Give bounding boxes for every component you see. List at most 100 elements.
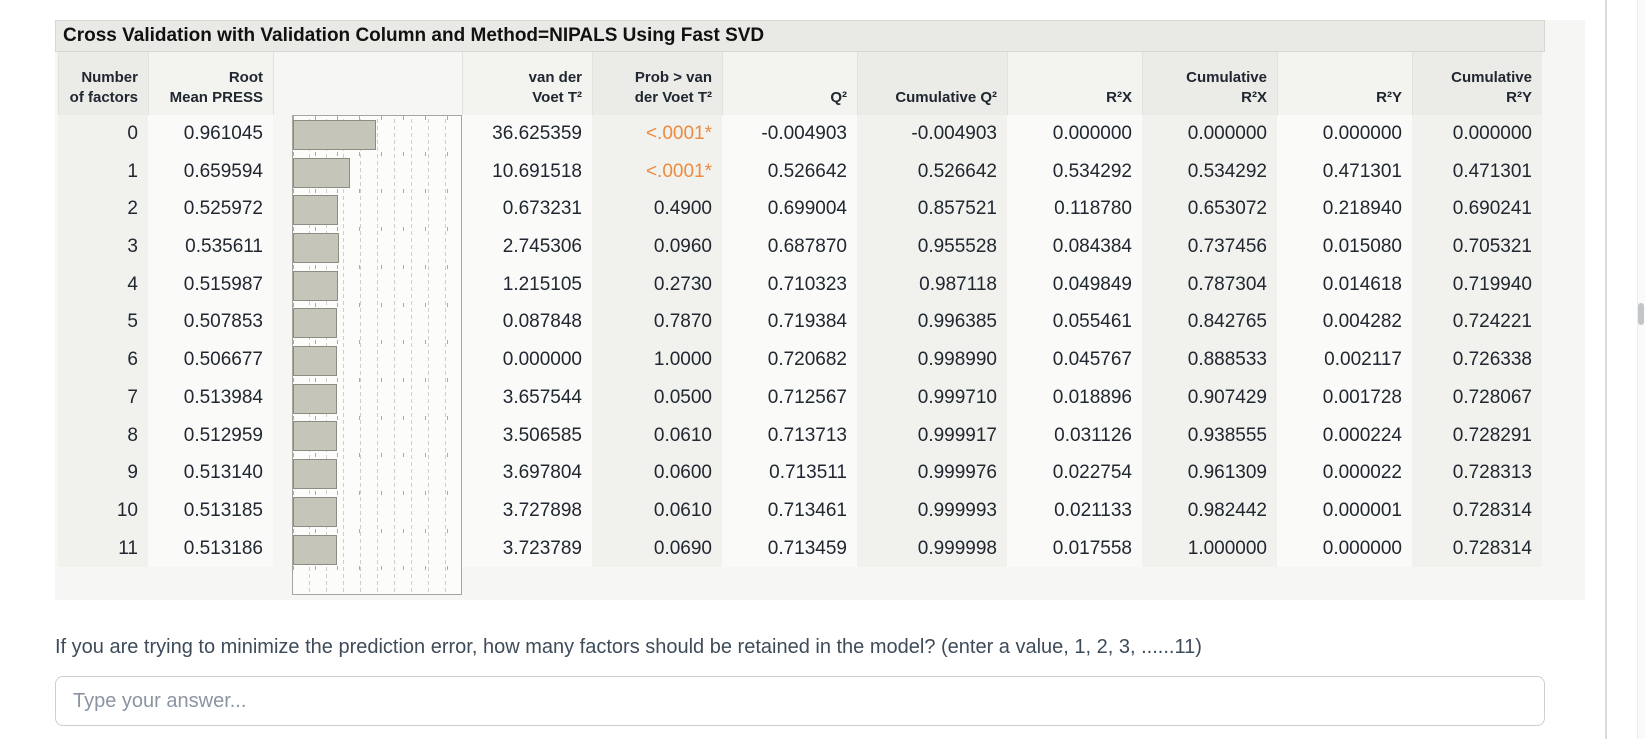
cell-q2: 0.713511 (722, 454, 857, 492)
cell-r2y: 0.004282 (1277, 303, 1412, 342)
table-body: 0 0.961045 36.625359 <.0001* -0.004903 -… (55, 115, 1585, 568)
cell-r2y: 0.218940 (1277, 190, 1412, 229)
press-bar (293, 496, 338, 527)
table-row: 1 0.659594 10.691518 <.0001* 0.526642 0.… (58, 152, 1585, 191)
cell-q2: 0.713713 (722, 416, 857, 455)
cell-van-der-voet-t2: 3.727898 (462, 491, 592, 530)
cell-van-der-voet-t2: 0.087848 (462, 303, 592, 342)
cell-prob-van-der-voet: 0.0500 (592, 378, 722, 417)
cell-van-der-voet-t2: 1.215105 (462, 265, 592, 304)
cell-cumulative-r2y: 0.719940 (1412, 265, 1542, 304)
header-number-of-factors: Number of factors (58, 52, 148, 115)
table-row: 10 0.513185 3.727898 0.0610 0.713461 0.9… (58, 491, 1585, 530)
cell-number-of-factors: 5 (58, 303, 148, 342)
cell-q2: 0.712567 (722, 378, 857, 417)
cell-r2y: 0.001728 (1277, 378, 1412, 417)
cell-van-der-voet-t2: 10.691518 (462, 152, 592, 191)
cell-cumulative-q2: 0.987118 (857, 265, 1007, 304)
cell-prob-van-der-voet: <.0001* (592, 152, 722, 191)
header-press-bar-chart (273, 52, 462, 115)
cell-r2y: 0.000001 (1277, 491, 1412, 530)
press-bar (293, 232, 340, 263)
cell-root-mean-press: 0.513186 (148, 529, 273, 568)
cell-root-mean-press: 0.506677 (148, 341, 273, 379)
cell-van-der-voet-t2: 2.745306 (462, 228, 592, 266)
axis-ticks (293, 189, 461, 194)
cell-prob-van-der-voet: <.0001* (592, 115, 722, 153)
cell-q2: 0.713459 (722, 529, 857, 568)
cell-number-of-factors: 6 (58, 341, 148, 379)
cell-r2y: 0.002117 (1277, 341, 1412, 379)
cell-r2x: 0.017558 (1007, 529, 1142, 568)
header-prob-van-der-voet: Prob > van der Voet T² (592, 52, 722, 115)
header-r2x: R²X (1007, 52, 1142, 115)
cell-cumulative-r2x: 0.534292 (1142, 152, 1277, 191)
cell-q2: 0.699004 (722, 190, 857, 229)
cell-root-mean-press: 0.513185 (148, 491, 273, 530)
header-cumulative-r2y: Cumulative R²Y (1412, 52, 1542, 115)
cell-r2y: 0.000000 (1277, 529, 1412, 568)
table-row: 4 0.515987 1.215105 0.2730 0.710323 0.98… (58, 265, 1585, 304)
cell-van-der-voet-t2: 3.657544 (462, 378, 592, 417)
cell-prob-van-der-voet: 1.0000 (592, 341, 722, 379)
cell-van-der-voet-t2: 3.697804 (462, 454, 592, 492)
cell-number-of-factors: 2 (58, 190, 148, 229)
cell-cumulative-r2x: 0.000000 (1142, 115, 1277, 153)
table-row: 3 0.535611 2.745306 0.0960 0.687870 0.95… (58, 228, 1585, 266)
page-scrollbar[interactable] (1637, 0, 1645, 739)
cell-q2: 0.687870 (722, 228, 857, 266)
cell-prob-van-der-voet: 0.0610 (592, 491, 722, 530)
cell-cumulative-r2x: 1.000000 (1142, 529, 1277, 568)
axis-ticks (293, 302, 461, 307)
cell-number-of-factors: 4 (58, 265, 148, 304)
cell-r2x: 0.021133 (1007, 491, 1142, 530)
cell-number-of-factors: 1 (58, 152, 148, 191)
header-q2: Q² (722, 52, 857, 115)
cell-root-mean-press: 0.507853 (148, 303, 273, 342)
cell-root-mean-press: 0.515987 (148, 265, 273, 304)
cell-cumulative-q2: 0.955528 (857, 228, 1007, 266)
cell-cumulative-r2y: 0.728313 (1412, 454, 1542, 492)
axis-ticks (293, 151, 461, 156)
press-bar (293, 346, 337, 376)
cell-cumulative-q2: -0.004903 (857, 115, 1007, 153)
cell-q2: 0.720682 (722, 341, 857, 379)
cell-r2x: 0.049849 (1007, 265, 1142, 304)
scrollbar-thumb[interactable] (1638, 303, 1644, 325)
cell-number-of-factors: 8 (58, 416, 148, 455)
axis-ticks (293, 340, 461, 345)
table-row: 11 0.513186 3.723789 0.0690 0.713459 0.9… (58, 529, 1585, 568)
cell-r2x: 0.118780 (1007, 190, 1142, 229)
cell-cumulative-r2y: 0.690241 (1412, 190, 1542, 229)
axis-ticks (293, 377, 461, 382)
cell-prob-van-der-voet: 0.0690 (592, 529, 722, 568)
cell-r2x: 0.045767 (1007, 341, 1142, 379)
cell-cumulative-r2x: 0.961309 (1142, 454, 1277, 492)
cross-validation-report: Cross Validation with Validation Column … (55, 20, 1585, 600)
cell-root-mean-press: 0.513984 (148, 378, 273, 417)
header-cumulative-q2: Cumulative Q² (857, 52, 1007, 115)
table-row: 2 0.525972 0.673231 0.4900 0.699004 0.85… (58, 190, 1585, 229)
cell-cumulative-q2: 0.999710 (857, 378, 1007, 417)
answer-input[interactable] (55, 676, 1545, 726)
cell-r2x: 0.534292 (1007, 152, 1142, 191)
axis-ticks (293, 264, 461, 269)
cell-r2x: 0.055461 (1007, 303, 1142, 342)
cell-cumulative-r2y: 0.705321 (1412, 228, 1542, 266)
cell-cumulative-q2: 0.857521 (857, 190, 1007, 229)
cell-r2y: 0.000000 (1277, 115, 1412, 153)
cell-r2x: 0.031126 (1007, 416, 1142, 455)
press-bar-chart (292, 115, 462, 595)
cell-prob-van-der-voet: 0.2730 (592, 265, 722, 304)
cell-q2: -0.004903 (722, 115, 857, 153)
cell-number-of-factors: 10 (58, 491, 148, 530)
cell-root-mean-press: 0.525972 (148, 190, 273, 229)
report-title: Cross Validation with Validation Column … (55, 20, 1545, 52)
table-header-row: Number of factors Root Mean PRESS van der V… (58, 52, 1585, 115)
cell-van-der-voet-t2: 3.723789 (462, 529, 592, 568)
cell-cumulative-r2y: 0.728314 (1412, 491, 1542, 530)
cell-r2y: 0.471301 (1277, 152, 1412, 191)
cell-q2: 0.713461 (722, 491, 857, 530)
press-bar (293, 157, 350, 188)
cell-r2y: 0.014618 (1277, 265, 1412, 304)
